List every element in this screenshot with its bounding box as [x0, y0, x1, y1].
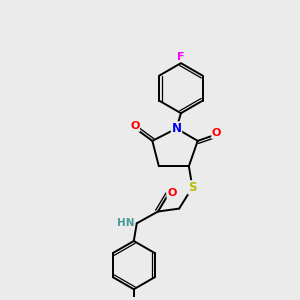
- Text: O: O: [130, 121, 140, 131]
- Text: O: O: [167, 188, 176, 198]
- Text: S: S: [188, 181, 197, 194]
- Text: N: N: [172, 122, 182, 135]
- Text: O: O: [212, 128, 221, 138]
- Text: F: F: [177, 52, 185, 62]
- Text: HN: HN: [117, 218, 134, 228]
